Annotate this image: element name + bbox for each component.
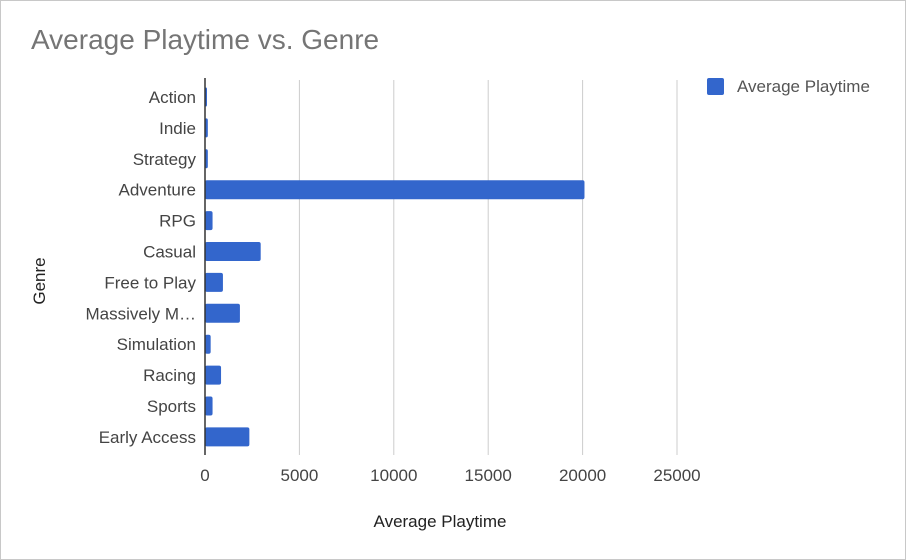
- bar: [205, 211, 213, 231]
- y-tick-label: Racing: [143, 366, 196, 385]
- y-tick-label: Adventure: [119, 181, 197, 200]
- y-tick-label: Casual: [143, 243, 196, 262]
- bars: [205, 87, 585, 447]
- x-tick-label: 20000: [559, 466, 606, 485]
- y-tick-label: RPG: [159, 212, 196, 231]
- x-tick-label: 15000: [465, 466, 512, 485]
- bar: [205, 396, 213, 416]
- y-tick-label: Indie: [159, 119, 196, 138]
- bar: [205, 180, 585, 200]
- bar: [205, 365, 222, 385]
- x-tick-label: 25000: [653, 466, 700, 485]
- bar: [205, 303, 240, 323]
- legend-swatch: [707, 78, 724, 95]
- y-tick-label: Sports: [147, 397, 196, 416]
- axis-labels: 0 5000 10000 15000 20000 25000 Action Indie Stra…: [85, 88, 700, 485]
- y-tick-label: Strategy: [133, 150, 197, 169]
- bar: [205, 272, 223, 292]
- y-tick-label: Action: [149, 88, 196, 107]
- y-tick-label: Early Access: [99, 428, 196, 447]
- bar: [205, 242, 261, 261]
- x-axis-title: Average Playtime: [374, 512, 507, 531]
- y-tick-label: Simulation: [117, 335, 196, 354]
- legend-label: Average Playtime: [737, 77, 870, 96]
- y-axis-title: Genre: [30, 257, 49, 304]
- y-tick-label: Free to Play: [104, 273, 196, 292]
- legend: Average Playtime: [707, 77, 870, 96]
- bar: [205, 427, 250, 447]
- x-tick-label: 10000: [370, 466, 417, 485]
- x-tick-label: 5000: [280, 466, 318, 485]
- bar: [205, 334, 211, 354]
- x-tick-label: 0: [200, 466, 209, 485]
- chart-title: Average Playtime vs. Genre: [31, 24, 380, 55]
- gridlines: [298, 80, 678, 455]
- y-tick-label: Massively M…: [85, 304, 196, 323]
